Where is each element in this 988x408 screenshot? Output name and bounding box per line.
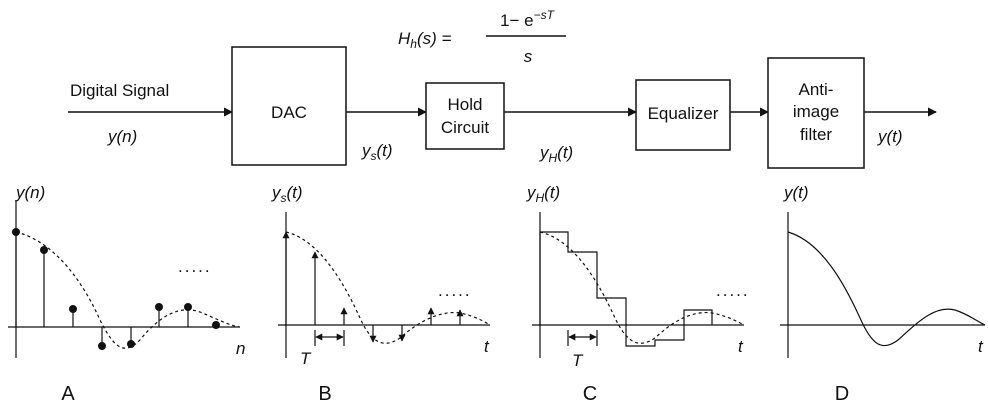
plot-d-xlabel: t (978, 337, 984, 356)
output-signal-label: y(t) (877, 127, 903, 146)
plot-b: ys(t) t T ..... B (271, 183, 491, 405)
plot-a-caption: A (61, 383, 75, 405)
plot-c-caption: C (583, 383, 597, 405)
plot-d-caption: D (835, 383, 849, 405)
plot-c-staircase (539, 231, 713, 347)
transfer-function-numerator: 1− e−sT (500, 8, 556, 30)
plot-c-ylabel: yH(t) (526, 183, 560, 205)
plot-a-sample-dot (212, 321, 220, 329)
dac-block (231, 46, 347, 166)
plot-a-ylabel: y(n) (15, 183, 45, 202)
dac-label: DAC (271, 103, 307, 122)
plot-a-sample-dot (127, 340, 135, 348)
input-signal-label: Digital Signal (70, 81, 169, 100)
plot-c-period-label: T (572, 351, 584, 370)
ys-signal-label: ys(t) (361, 141, 393, 163)
equalizer-block (635, 79, 731, 151)
hold-circuit-block (425, 82, 505, 150)
plot-a-xlabel: n (236, 339, 245, 358)
plot-c-continuation-dots: ..... (716, 281, 750, 300)
plot-a-sample-dot (40, 246, 48, 254)
transfer-function-lhs: Hh(s) = (398, 29, 452, 51)
anti-image-label-line1: Anti- (799, 80, 834, 99)
plot-a-continuation-dots: ..... (178, 257, 212, 276)
plot-a-envelope (15, 231, 241, 349)
plot-d: y(t) t D (780, 183, 986, 405)
plot-a-sample-dot (12, 228, 20, 236)
plot-b-caption: B (318, 383, 331, 405)
transfer-function-denominator: s (524, 47, 533, 66)
plot-c-envelope (539, 231, 745, 344)
plot-d-output-curve (787, 231, 986, 347)
plot-b-continuation-dots: ..... (438, 281, 472, 300)
yh-signal-label: yH(t) (539, 143, 573, 165)
block-diagram (68, 35, 937, 169)
plot-d-ylabel: y(t) (783, 183, 809, 202)
plot-b-xlabel: t (484, 337, 490, 356)
anti-image-filter-block (767, 57, 865, 169)
plot-a-sample-dot (184, 303, 192, 311)
plot-a-sample-dot (155, 303, 163, 311)
plot-a-sample-dot (98, 342, 106, 350)
plot-b-envelope (285, 231, 491, 344)
hold-label-line1: Hold (448, 95, 483, 114)
anti-image-label-line3: filter (800, 125, 832, 144)
anti-image-label-line2: image (793, 102, 839, 121)
plot-c: yH(t) t T ..... C (526, 183, 750, 405)
input-variable-label: y(n) (107, 127, 137, 146)
equalizer-label: Equalizer (648, 104, 719, 123)
plot-a-sample-dot (69, 305, 77, 313)
hold-label-line2: Circuit (441, 118, 489, 137)
plot-c-xlabel: t (738, 337, 744, 356)
plot-b-period-label: T (300, 349, 312, 368)
plot-a: y(n) n ..... A (8, 183, 245, 405)
plot-b-ylabel: ys(t) (271, 183, 303, 205)
